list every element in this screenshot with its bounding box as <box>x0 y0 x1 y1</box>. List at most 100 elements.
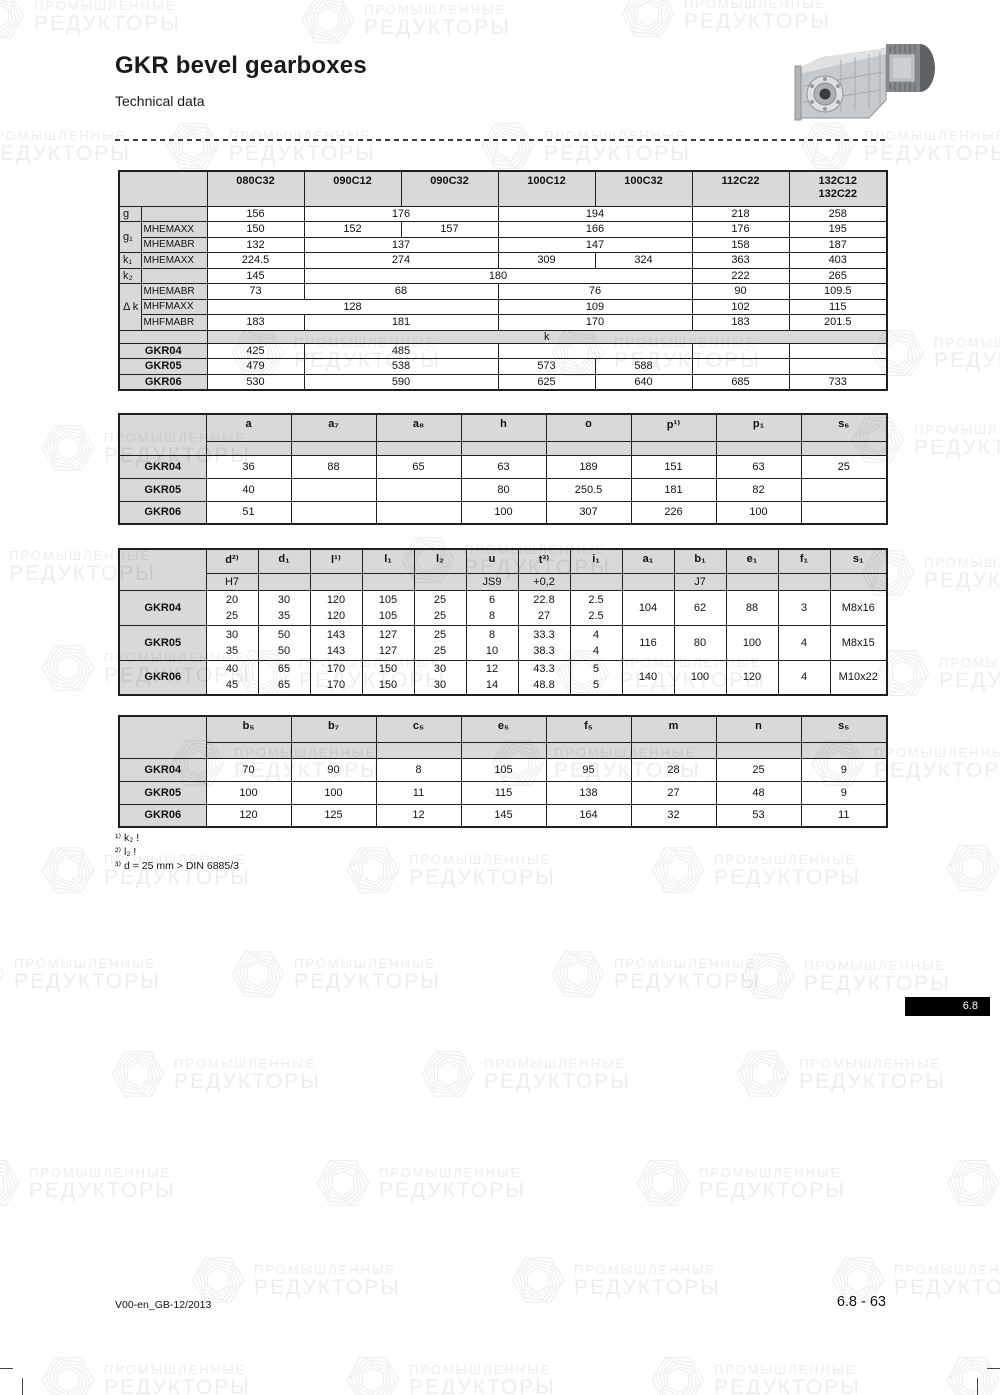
value-cell: 181 <box>303 314 499 331</box>
motor-variant-label: MHEMAXX <box>140 252 208 269</box>
value-cell: 194 <box>497 205 693 222</box>
watermark-text-line2: РЕДУКТОРЫ <box>0 141 131 165</box>
tolerance-header-cell <box>777 572 831 591</box>
watermark-text-line1: ПРОМЫШЛЕННЫЕ <box>934 334 1000 350</box>
watermark-text-line2: РЕДУКТОРЫ <box>804 971 951 995</box>
watermark-text-line2: РЕДУКТОРЫ <box>544 141 691 165</box>
hexagon-spiral-logo-icon <box>946 1160 1000 1206</box>
tolerance-header-cell <box>257 572 311 591</box>
section-tab-badge: 6.8 <box>905 997 990 1016</box>
hexagon-spiral-logo-icon <box>346 1357 400 1395</box>
column-header-e₁: e₁ <box>725 548 779 574</box>
column-header-a: a <box>205 413 292 442</box>
value-cell: 324 <box>594 252 693 269</box>
column-header-l₁: l₁ <box>361 548 415 574</box>
motor-variant-label: MHFMABR <box>140 314 208 331</box>
column-header-s₆: s₆ <box>800 413 888 442</box>
sub-header-cell <box>715 741 802 759</box>
value-cell: 183 <box>206 314 305 331</box>
tolerance-header-cell <box>361 572 415 591</box>
watermark-text-line2: РЕДУКТОРЫ <box>614 969 761 993</box>
value-cell: 95 <box>545 757 632 782</box>
table-row: MHEMABR 132 137 147 158 187 <box>119 236 888 253</box>
watermark-text-line2: РЕДУКТОРЫ <box>379 1178 526 1202</box>
hexagon-spiral-logo-icon <box>481 123 535 169</box>
watermark-text-line2: РЕДУКТОРЫ <box>254 1275 401 1299</box>
row-header-GKR05: GKR05 <box>118 780 207 805</box>
column-header-b₅: b₅ <box>205 715 292 743</box>
value-cell: 147 <box>497 236 693 253</box>
table-row: GKR05 100 100 11 115 138 27 48 9 <box>118 780 888 805</box>
value-cell <box>800 477 888 502</box>
value-cell: 258 <box>788 205 888 222</box>
value-cell: 11 <box>375 780 462 805</box>
value-cell: 218 <box>691 205 790 222</box>
watermark-text-line1: ПРОМЫШЛЕННЫЕ <box>939 654 1000 670</box>
row-header-GKR04: GKR04 <box>118 342 208 360</box>
hexagon-spiral-logo-icon <box>0 952 5 996</box>
row-header-GKR04: GKR04 <box>118 454 207 479</box>
value-cell: 265 <box>788 267 888 284</box>
sub-header-cell <box>800 741 888 759</box>
value-cell: 176 <box>303 205 499 222</box>
column-header-f₁: f₁ <box>777 548 831 574</box>
value-cell: 157 <box>400 221 499 238</box>
value-cell: 25 25 <box>413 624 467 661</box>
watermark-text-line2: РЕДУКТОРЫ <box>699 1178 846 1202</box>
value-cell: 63 <box>460 454 547 479</box>
table-row: GKR05 479 538 573 588 <box>118 358 888 375</box>
sub-header-cell <box>460 440 547 456</box>
value-cell: 53 <box>715 803 802 828</box>
value-cell: 63 <box>715 454 802 479</box>
motor-variant-label: MHEMABR <box>140 283 208 300</box>
watermark-text-line2: РЕДУКТОРЫ <box>174 1069 321 1093</box>
value-cell: 685 <box>691 373 790 391</box>
watermark-text-line1: ПРОМЫШЛЕННЫЕ <box>364 1 507 17</box>
value-cell: 222 <box>691 267 790 284</box>
table-row <box>119 440 888 456</box>
value-cell: 43.3 48.8 <box>517 659 571 696</box>
footnote-3: ³⁾ d = 25 mm > DIN 6885/3 <box>115 860 239 872</box>
value-cell: 274 <box>303 252 499 269</box>
table-row: g₁ MHEMAXX 150 152 157 166 176 195 <box>118 221 888 253</box>
sub-header-cell <box>545 741 632 759</box>
sub-header-cell <box>800 440 888 456</box>
row-header-GKR05: GKR05 <box>118 358 208 375</box>
watermark-text-line1: ПРОМЫШЛЕННЫЕ <box>924 554 1000 570</box>
hexagon-spiral-logo-icon <box>0 1160 20 1206</box>
value-cell: 22.8 27 <box>517 589 571 626</box>
table-corner <box>118 715 207 759</box>
watermark-text-line1: ПРОМЫШЛЕННЫЕ <box>0 127 127 143</box>
hexagon-spiral-logo-icon <box>551 951 605 997</box>
watermark-text-line2: РЕДУКТОРЫ <box>484 1069 631 1093</box>
value-cell: 485 <box>303 342 499 360</box>
value-cell <box>375 500 462 525</box>
column-header-c₅: c₅ <box>375 715 462 743</box>
column-header-a₇: a₇ <box>290 413 377 442</box>
value-cell: 9 <box>800 780 888 805</box>
value-cell: 137 <box>303 236 499 253</box>
sub-header-cell <box>290 440 377 456</box>
sub-header-cell <box>460 741 547 759</box>
value-cell: 195 <box>788 221 888 238</box>
watermark-text-line1: ПРОМЫШЛЕННЫЕ <box>574 1261 717 1277</box>
watermark-text-line1: ПРОМЫШЛЕННЫЕ <box>894 1261 1000 1277</box>
footer-version: V00-en_GB-12/2013 <box>115 1299 212 1311</box>
value-cell: 115 <box>788 298 888 315</box>
motor-variant-label: MHEMABR <box>140 236 208 253</box>
value-cell: 65 65 <box>257 659 311 696</box>
watermark-text-line2: РЕДУКТОРЫ <box>574 1275 721 1299</box>
value-cell: 309 <box>497 252 596 269</box>
watermark-text-line1: ПРОМЫШЛЕННЫЕ <box>874 744 1000 760</box>
